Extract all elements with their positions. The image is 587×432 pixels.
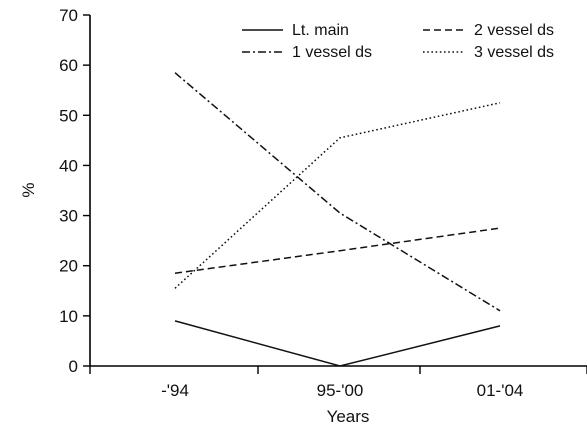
x-tick-label: 95-'00 <box>317 381 364 400</box>
y-tick-label: 60 <box>59 56 78 75</box>
y-ticks: 0 10 20 30 40 50 60 70 <box>59 6 90 376</box>
x-ticks: -'94 95-'00 01-'04 <box>89 366 587 400</box>
y-tick-label: 70 <box>59 6 78 25</box>
series-line-2 <box>174 72 501 312</box>
legend-label-4: 3 vessel ds <box>474 44 554 61</box>
y-tick-label: 50 <box>59 106 78 125</box>
y-axis-title: % <box>19 182 38 197</box>
y-tick-label: 40 <box>59 156 78 175</box>
legend-label-3: 2 vessel ds <box>474 22 554 39</box>
legend-label-2: 1 vessel ds <box>292 44 372 61</box>
legend: Lt. main 1 vessel ds 2 vessel ds 3 vessel d… <box>242 22 554 61</box>
x-tick-label: 01-'04 <box>477 381 524 400</box>
x-tick-label: -'94 <box>161 381 189 400</box>
series-line-3 <box>174 227 501 274</box>
series-line-4 <box>174 102 501 289</box>
x-axis-title: Years <box>327 407 370 426</box>
series-lines <box>174 72 501 367</box>
series-line-1 <box>174 320 501 367</box>
axes <box>89 15 587 367</box>
y-tick-label: 20 <box>59 257 78 276</box>
y-tick-label: 0 <box>69 357 78 376</box>
y-tick-label: 10 <box>59 307 78 326</box>
legend-label-1: Lt. main <box>292 22 349 39</box>
y-tick-label: 30 <box>59 207 78 226</box>
